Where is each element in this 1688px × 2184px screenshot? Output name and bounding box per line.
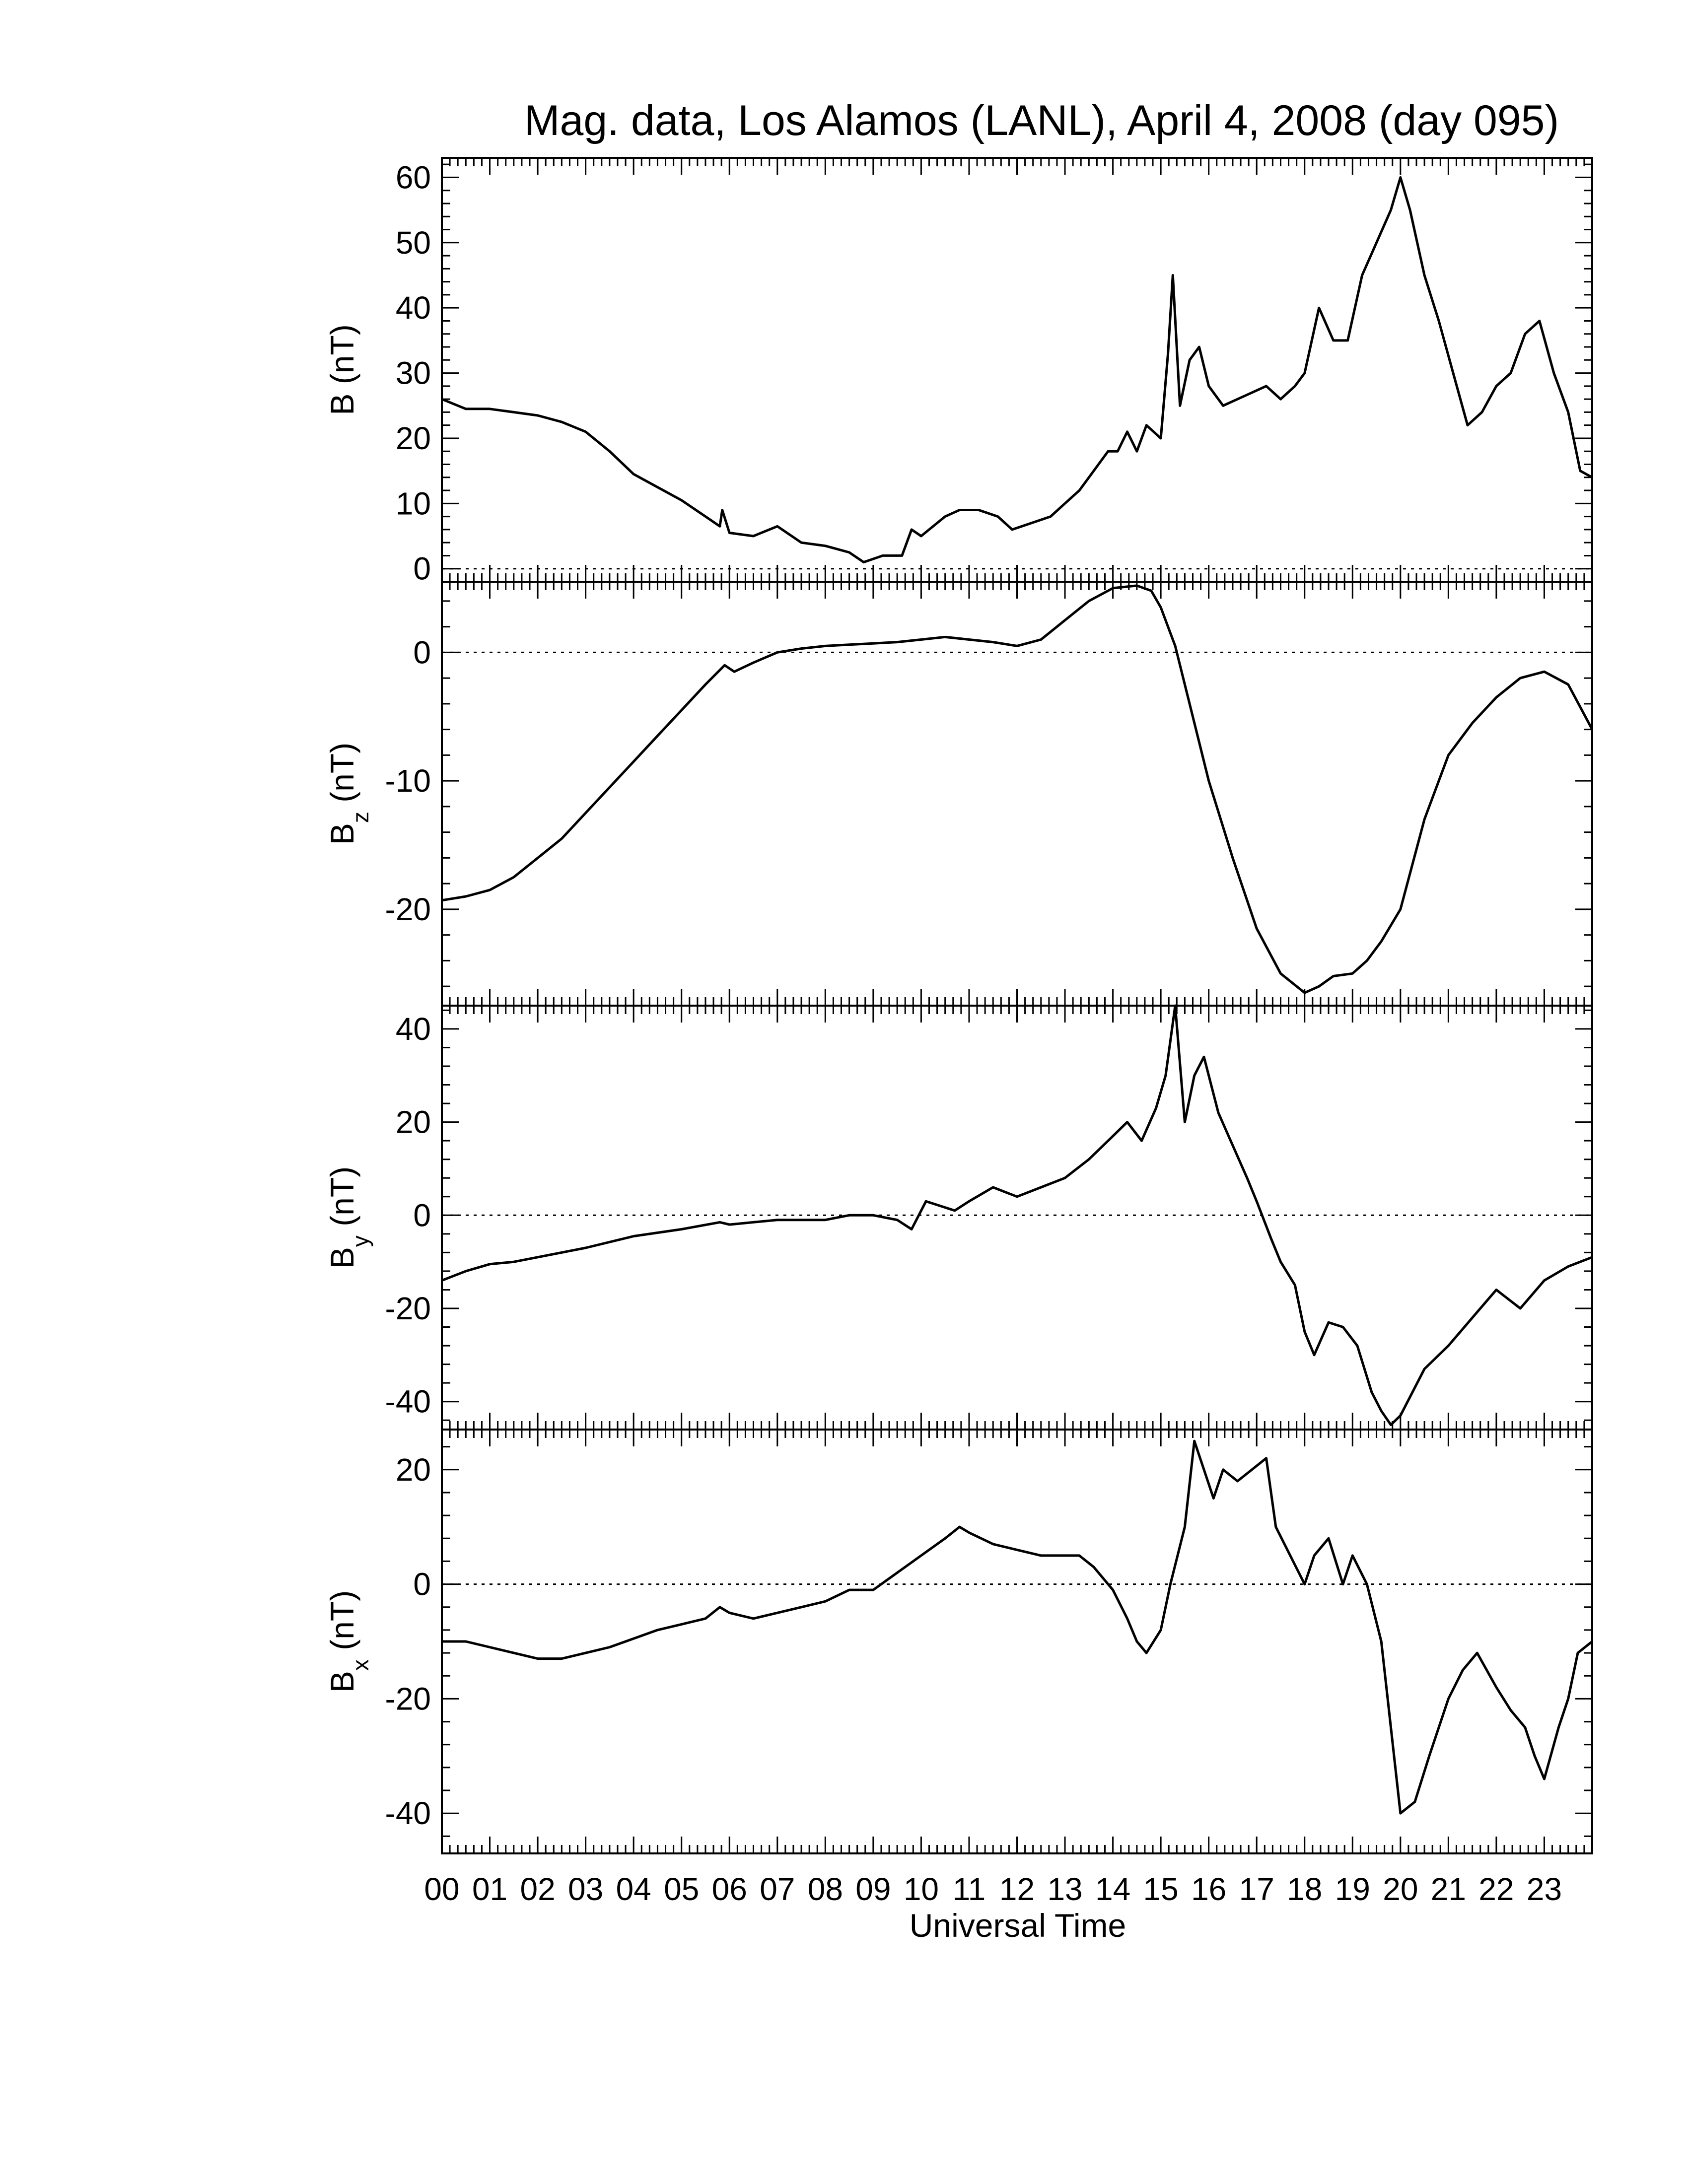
series-line-bx — [442, 1439, 1593, 1815]
y-tick-label: 40 — [396, 290, 431, 326]
y-axis-label-subscript: y — [348, 1235, 373, 1247]
series-line-by — [441, 1004, 1593, 1427]
x-tick-label: 18 — [1287, 1871, 1322, 1907]
x-tick-label: 03 — [568, 1871, 603, 1907]
y-axis-label-unit: (nT) — [324, 324, 360, 393]
x-tick-label: 21 — [1431, 1871, 1466, 1907]
y-tick-label: 10 — [396, 485, 431, 521]
panel-bz: 0 -10 -20 Bz (nT) — [324, 581, 1594, 1007]
y-tick-label: 50 — [396, 225, 431, 261]
y-ticks: 0 10 20 30 40 50 60 — [396, 159, 1592, 587]
x-ticks — [441, 158, 1593, 582]
plot-frame — [441, 1429, 1593, 1854]
y-tick-label: 40 — [396, 1011, 431, 1047]
y-tick-label: 0 — [413, 634, 431, 670]
y-axis-label-unit: (nT) — [324, 1166, 360, 1235]
x-tick-label: 14 — [1095, 1871, 1130, 1907]
x-ticks — [441, 1430, 1593, 1853]
x-tick-label: 20 — [1383, 1871, 1418, 1907]
panels-group: 0 10 20 30 40 50 60 B (nT) 0 -10 -20 Bz (nT) 40 20 0 -2… — [324, 157, 1594, 1854]
y-axis-label: By (nT) — [324, 1166, 373, 1269]
panel-b: 0 10 20 30 40 50 60 B (nT) — [324, 157, 1593, 587]
x-tick-label: 23 — [1527, 1871, 1562, 1907]
x-tick-label: 12 — [999, 1871, 1035, 1907]
x-tick-label: 02 — [520, 1871, 555, 1907]
x-tick-label: 15 — [1143, 1871, 1179, 1907]
x-tick-labels: 00 01 02 03 04 05 06 07 08 09 10 11 12 13 14 15 16 17 18 19… — [424, 1871, 1562, 1907]
y-axis-label-subscript: z — [348, 812, 373, 823]
y-tick-label: -40 — [385, 1384, 431, 1420]
x-tick-label: 00 — [424, 1871, 459, 1907]
y-axis-label-main: B — [324, 394, 360, 415]
y-axis-label: Bz (nT) — [324, 743, 373, 845]
y-axis-label-main: B — [324, 1247, 360, 1269]
x-tick-label: 22 — [1478, 1871, 1514, 1907]
y-ticks: 40 20 0 -20 -40 — [385, 1009, 1592, 1421]
y-tick-label: 60 — [396, 159, 431, 195]
y-axis-label-main: B — [324, 823, 360, 845]
x-tick-label: 13 — [1047, 1871, 1082, 1907]
y-tick-label: -20 — [385, 1291, 431, 1326]
y-tick-label: 0 — [413, 1197, 431, 1233]
x-ticks — [441, 1006, 1593, 1430]
x-tick-label: 04 — [616, 1871, 651, 1907]
panel-by: 40 20 0 -20 -40 By (nT) — [324, 1004, 1593, 1431]
y-axis-label-unit: (nT) — [324, 1590, 360, 1659]
y-axis-label-main: B — [324, 1671, 360, 1693]
y-axis-label-subscript: x — [348, 1659, 373, 1671]
x-tick-label: 19 — [1335, 1871, 1370, 1907]
x-tick-label: 05 — [664, 1871, 699, 1907]
y-tick-label: -20 — [385, 891, 431, 927]
y-tick-label: 20 — [396, 1104, 431, 1140]
x-tick-label: 08 — [808, 1871, 843, 1907]
y-ticks: 0 -10 -20 — [385, 600, 1592, 987]
x-tick-label: 11 — [953, 1871, 985, 1907]
y-axis-label: Bx (nT) — [324, 1590, 373, 1693]
y-axis-label-unit: (nT) — [324, 743, 360, 812]
panel-bx: 20 0 -20 -40 Bx (nT) — [324, 1429, 1593, 1854]
y-tick-label: 0 — [413, 1567, 431, 1602]
x-tick-label: 06 — [712, 1871, 747, 1907]
x-tick-label: 10 — [904, 1871, 939, 1907]
y-axis-label: B (nT) — [324, 324, 360, 415]
x-tick-label: 09 — [855, 1871, 891, 1907]
series-line-bz — [441, 584, 1594, 994]
series-line-b — [441, 176, 1593, 564]
y-tick-label: 20 — [396, 1452, 431, 1488]
x-axis-label: Universal Time — [910, 1907, 1126, 1944]
y-ticks: 20 0 -20 -40 — [385, 1446, 1592, 1837]
chart-title: Mag. data, Los Alamos (LANL), April 4, 2… — [524, 97, 1559, 144]
x-tick-label: 17 — [1239, 1871, 1274, 1907]
x-tick-label: 07 — [760, 1871, 795, 1907]
x-tick-label: 16 — [1191, 1871, 1226, 1907]
y-tick-label: -10 — [385, 763, 431, 799]
y-tick-label: -20 — [385, 1681, 431, 1716]
y-tick-label: 0 — [413, 551, 431, 587]
x-tick-label: 01 — [472, 1871, 507, 1907]
y-tick-label: 30 — [396, 355, 431, 391]
y-tick-label: 20 — [396, 420, 431, 456]
y-tick-label: -40 — [385, 1795, 431, 1831]
